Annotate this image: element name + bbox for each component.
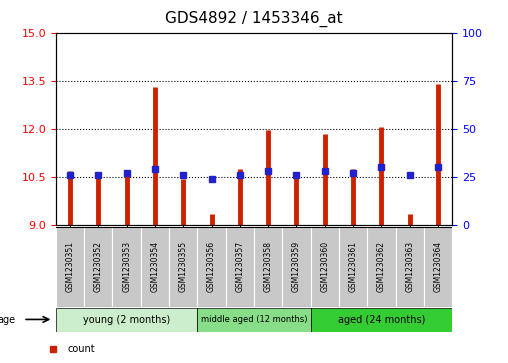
Bar <box>198 227 226 307</box>
Text: middle aged (12 months): middle aged (12 months) <box>201 315 307 324</box>
Text: GSM1230359: GSM1230359 <box>292 241 301 292</box>
Text: GSM1230363: GSM1230363 <box>405 241 414 292</box>
Text: GSM1230360: GSM1230360 <box>320 241 329 292</box>
Text: GSM1230357: GSM1230357 <box>235 241 244 292</box>
Bar <box>198 308 310 332</box>
Bar <box>141 227 169 307</box>
Text: young (2 months): young (2 months) <box>83 315 170 325</box>
Text: GSM1230364: GSM1230364 <box>433 241 442 292</box>
Bar <box>56 227 84 307</box>
Bar <box>282 227 310 307</box>
Bar <box>310 227 339 307</box>
Text: GSM1230351: GSM1230351 <box>66 241 75 292</box>
Bar <box>339 227 367 307</box>
Text: GSM1230352: GSM1230352 <box>94 241 103 292</box>
Text: GSM1230362: GSM1230362 <box>377 241 386 292</box>
Text: GSM1230353: GSM1230353 <box>122 241 131 292</box>
Text: GSM1230361: GSM1230361 <box>348 241 358 292</box>
Bar <box>226 227 254 307</box>
Text: GSM1230354: GSM1230354 <box>150 241 160 292</box>
Bar <box>254 227 282 307</box>
Text: GDS4892 / 1453346_at: GDS4892 / 1453346_at <box>165 11 343 27</box>
Bar <box>367 227 396 307</box>
Text: age: age <box>0 315 15 325</box>
Text: GSM1230355: GSM1230355 <box>179 241 188 292</box>
Bar <box>84 227 112 307</box>
Text: count: count <box>67 344 94 354</box>
Text: aged (24 months): aged (24 months) <box>338 315 425 325</box>
Bar <box>56 308 198 332</box>
Bar <box>424 227 452 307</box>
Bar <box>112 227 141 307</box>
Bar <box>396 227 424 307</box>
Text: GSM1230358: GSM1230358 <box>264 241 273 292</box>
Text: GSM1230356: GSM1230356 <box>207 241 216 292</box>
Bar <box>169 227 198 307</box>
Bar <box>310 308 452 332</box>
